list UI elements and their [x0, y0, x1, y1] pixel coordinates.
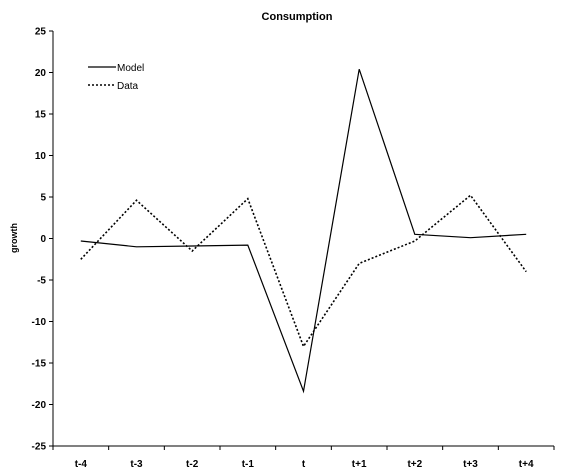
y-tick-label: -20 [32, 400, 47, 411]
chart-title: Consumption [262, 11, 333, 23]
series-line-data [80, 194, 527, 349]
y-tick-label: 20 [35, 68, 47, 79]
y-tick-label: 25 [35, 27, 47, 38]
y-axis-ticks: 25 20 15 10 5 0 -5 -10 -15 -20 -25 [32, 27, 53, 453]
y-tick-label: -15 [32, 359, 47, 370]
series-lines [80, 69, 527, 394]
y-tick-label: 10 [35, 151, 47, 162]
x-tick-label: t-3 [130, 459, 143, 470]
y-tick-label: -25 [32, 442, 47, 453]
y-tick-label: 5 [40, 193, 46, 204]
y-tick-label: -10 [32, 317, 47, 328]
x-tick-label: t+4 [519, 459, 534, 470]
axes [52, 31, 554, 447]
y-tick-label: -5 [37, 276, 46, 287]
legend-label-data: Data [117, 81, 139, 92]
series-line-model [80, 69, 527, 394]
y-tick-label: 15 [35, 110, 47, 121]
x-tick-label: t-2 [186, 459, 199, 470]
x-tick-label: t+1 [352, 459, 367, 470]
y-tick-label: 0 [40, 234, 46, 245]
x-tick-label: t [302, 459, 306, 470]
y-axis-label: growth [9, 223, 19, 253]
legend-label-model: Model [117, 63, 144, 74]
legend: Model Data [88, 63, 144, 92]
x-axis-ticks: t-4 t-3 t-2 t-1 t t+1 t+2 t+3 t+4 [52, 446, 555, 470]
x-tick-label: t+2 [407, 459, 422, 470]
x-tick-label: t-1 [242, 459, 255, 470]
x-tick-label: t-4 [75, 459, 88, 470]
x-tick-label: t+3 [463, 459, 478, 470]
